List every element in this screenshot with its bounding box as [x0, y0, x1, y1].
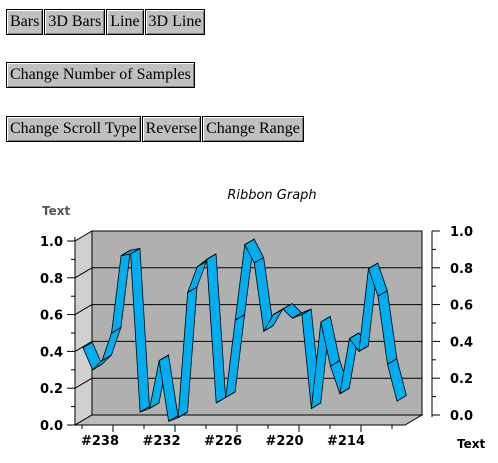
side-wall	[75, 231, 92, 425]
y-tick-label-left: 1.0	[40, 235, 63, 250]
chart-type-toolbar: Bars 3D Bars Line 3D Line	[6, 9, 206, 35]
y-tick-label-right: 0.6	[450, 299, 473, 314]
reverse-button[interactable]: Reverse	[142, 116, 202, 142]
change-number-of-samples-button[interactable]: Change Number of Samples	[6, 62, 195, 88]
change-range-button[interactable]: Change Range	[202, 116, 304, 142]
3d-line-button[interactable]: 3D Line	[145, 9, 206, 35]
change-scroll-type-button[interactable]: Change Scroll Type	[6, 116, 141, 142]
samples-toolbar: Change Number of Samples	[6, 62, 196, 88]
ribbon-graph: 0.0 0.0 0.2 0.2 0.4 0.4 0.6 0.6 0.8 0.8 1.0 1.0 #238…	[0, 180, 498, 463]
x-axis-label-right: Text	[457, 437, 485, 451]
y-tick-label-left: 0.4	[40, 345, 63, 360]
y-tick-label-left: 0.2	[40, 382, 63, 397]
x-tick-label: #220	[265, 434, 303, 449]
y-tick-label-right: 0.4	[450, 335, 473, 350]
x-tick-label: #226	[204, 434, 242, 449]
x-tick-label: #214	[327, 434, 365, 449]
line-button[interactable]: Line	[106, 9, 143, 35]
x-tick-label: #238	[81, 434, 119, 449]
y-axis-label-left: Text	[42, 204, 70, 218]
y-tick-label-right: 0.8	[450, 262, 473, 277]
y-tick-label-left: 0.0	[40, 419, 63, 434]
x-tick-label: #232	[142, 434, 180, 449]
y-tick-label-left: 0.8	[40, 272, 63, 287]
scroll-toolbar: Change Scroll Type Reverse Change Range	[6, 116, 305, 142]
bars-button[interactable]: Bars	[6, 9, 43, 35]
floor	[75, 415, 422, 425]
y-tick-label-right: 0.2	[450, 372, 473, 387]
y-tick-label-right: 0.0	[450, 409, 473, 424]
chart-title: Ribbon Graph	[227, 188, 316, 203]
y-tick-label-left: 0.6	[40, 309, 63, 324]
y-tick-label-right: 1.0	[450, 225, 473, 240]
3d-bars-button[interactable]: 3D Bars	[44, 9, 105, 35]
